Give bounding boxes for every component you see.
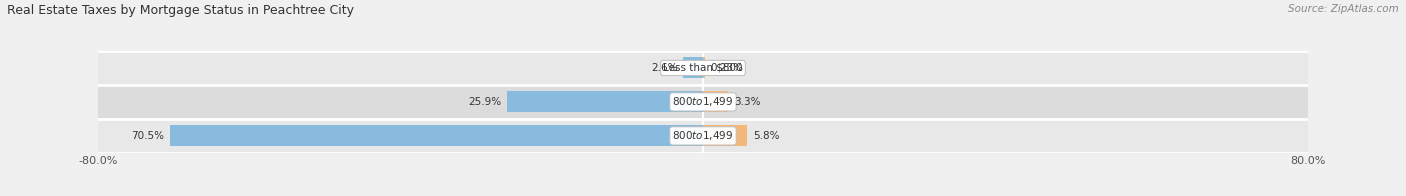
Bar [703,91,728,113]
Text: Less than $800: Less than $800 [664,63,742,73]
Text: $800 to $1,499: $800 to $1,499 [672,129,734,142]
Text: 3.3%: 3.3% [734,97,761,107]
Text: 70.5%: 70.5% [131,131,165,141]
Bar [170,125,703,146]
Bar [508,91,703,113]
Text: $800 to $1,499: $800 to $1,499 [672,95,734,108]
Text: 0.23%: 0.23% [711,63,744,73]
Text: 2.6%: 2.6% [651,63,678,73]
Text: Source: ZipAtlas.com: Source: ZipAtlas.com [1288,4,1399,14]
Bar [98,85,1308,119]
Text: 25.9%: 25.9% [468,97,501,107]
Bar [703,57,704,78]
Text: Real Estate Taxes by Mortgage Status in Peachtree City: Real Estate Taxes by Mortgage Status in … [7,4,354,17]
Bar [98,119,1308,153]
Bar [98,51,1308,85]
Text: 5.8%: 5.8% [752,131,779,141]
Bar [683,57,703,78]
Bar [703,125,747,146]
